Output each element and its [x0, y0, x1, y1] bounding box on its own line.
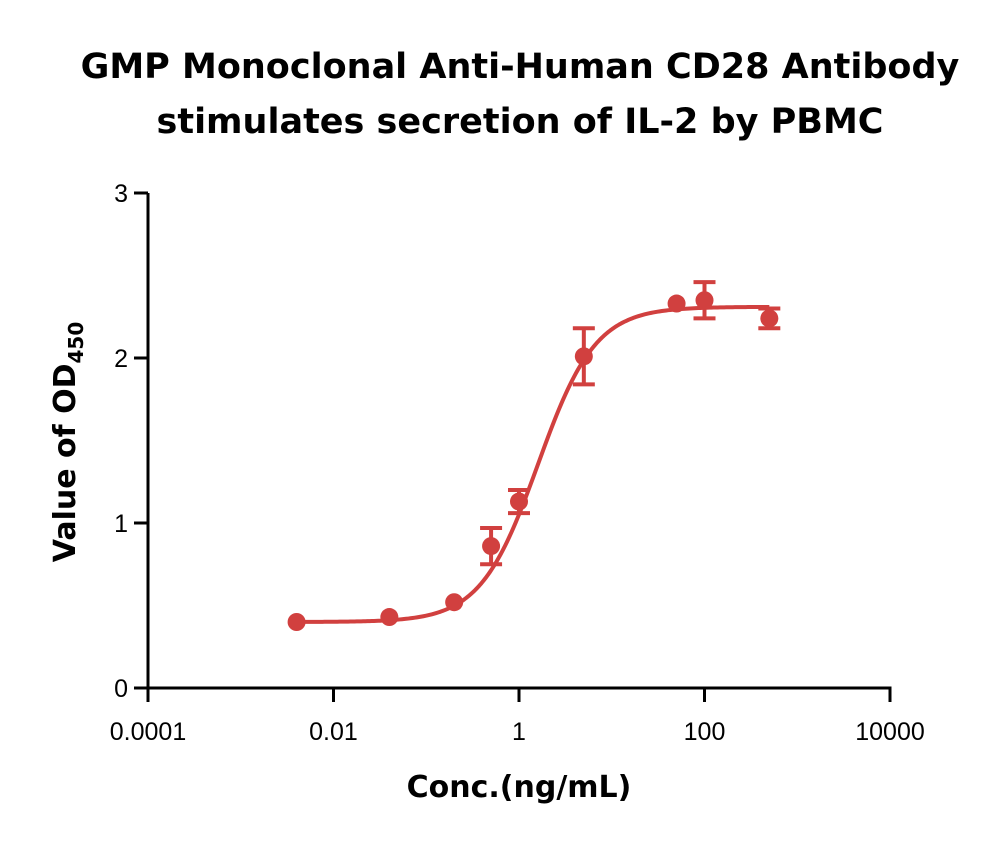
x-tick-label: 1: [512, 718, 526, 746]
x-tick-label: 0.0001: [110, 718, 186, 746]
data-point: [760, 309, 779, 328]
y-axis-title: Value of OD450: [48, 322, 88, 563]
y-tick-label: 0: [114, 675, 128, 703]
data-point: [482, 537, 501, 556]
x-tick-label: 100: [684, 718, 726, 746]
x-axis-title: Conc.(ng/mL): [407, 770, 632, 805]
x-tick-label: 0.01: [309, 718, 358, 746]
x-tick-label: 10000: [855, 718, 925, 746]
y-tick-label: 2: [114, 345, 128, 373]
data-point: [445, 593, 464, 612]
chart-title-line-2: stimulates secretion of IL-2 by PBMC: [157, 102, 884, 142]
fit-curve: [296, 304, 770, 624]
data-point: [510, 492, 528, 511]
chart-title: GMP Monoclonal Anti-Human CD28 Antibody …: [81, 47, 960, 142]
y-axis-ticks: 0 1 2 3: [114, 180, 148, 703]
data-point: [667, 294, 686, 313]
data-point: [380, 608, 399, 627]
y-tick-label: 3: [114, 180, 128, 208]
data-point: [574, 347, 593, 366]
x-axis-ticks: 0.0001 0.01 1 100 10000: [110, 688, 925, 746]
data-point: [695, 291, 714, 310]
y-tick-label: 1: [114, 510, 128, 538]
axes: [146, 193, 892, 690]
y-axis-title-main: Value of OD: [48, 363, 83, 562]
y-axis-title-subscript: 450: [64, 322, 88, 364]
data-point: [287, 613, 306, 631]
chart-title-line-1: GMP Monoclonal Anti-Human CD28 Antibody: [81, 47, 960, 87]
plot-area: [287, 280, 781, 631]
